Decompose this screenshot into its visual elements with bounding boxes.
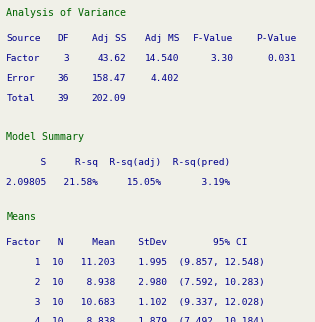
Text: F-Value: F-Value: [193, 34, 233, 43]
Text: P-Value: P-Value: [256, 34, 296, 43]
Text: 202.09: 202.09: [91, 94, 126, 103]
Text: S     R-sq  R-sq(adj)  R-sq(pred): S R-sq R-sq(adj) R-sq(pred): [6, 158, 231, 167]
Text: Analysis of Variance: Analysis of Variance: [6, 8, 126, 18]
Text: 1  10   11.203    1.995  (9.857, 12.548): 1 10 11.203 1.995 (9.857, 12.548): [6, 258, 265, 267]
Text: Error: Error: [6, 74, 35, 83]
Text: Factor   N     Mean    StDev        95% CI: Factor N Mean StDev 95% CI: [6, 238, 248, 247]
Text: 4  10    8.838    1.879  (7.492, 10.184): 4 10 8.838 1.879 (7.492, 10.184): [6, 317, 265, 322]
Text: Model Summary: Model Summary: [6, 132, 84, 142]
Text: Factor: Factor: [6, 54, 41, 63]
Text: 0.031: 0.031: [267, 54, 296, 63]
Text: 3  10   10.683    1.102  (9.337, 12.028): 3 10 10.683 1.102 (9.337, 12.028): [6, 298, 265, 307]
Text: 158.47: 158.47: [91, 74, 126, 83]
Text: 2  10    8.938    2.980  (7.592, 10.283): 2 10 8.938 2.980 (7.592, 10.283): [6, 278, 265, 287]
Text: DF: DF: [58, 34, 69, 43]
Text: 43.62: 43.62: [97, 54, 126, 63]
Text: 2.09805   21.58%     15.05%       3.19%: 2.09805 21.58% 15.05% 3.19%: [6, 178, 231, 187]
Text: 3: 3: [64, 54, 69, 63]
Text: Adj SS: Adj SS: [91, 34, 126, 43]
Text: Adj MS: Adj MS: [145, 34, 180, 43]
Text: 39: 39: [58, 94, 69, 103]
Text: 14.540: 14.540: [145, 54, 180, 63]
Text: 36: 36: [58, 74, 69, 83]
Text: Total: Total: [6, 94, 35, 103]
Text: 3.30: 3.30: [210, 54, 233, 63]
Text: Means: Means: [6, 212, 36, 222]
Text: 4.402: 4.402: [151, 74, 180, 83]
Text: Source: Source: [6, 34, 41, 43]
